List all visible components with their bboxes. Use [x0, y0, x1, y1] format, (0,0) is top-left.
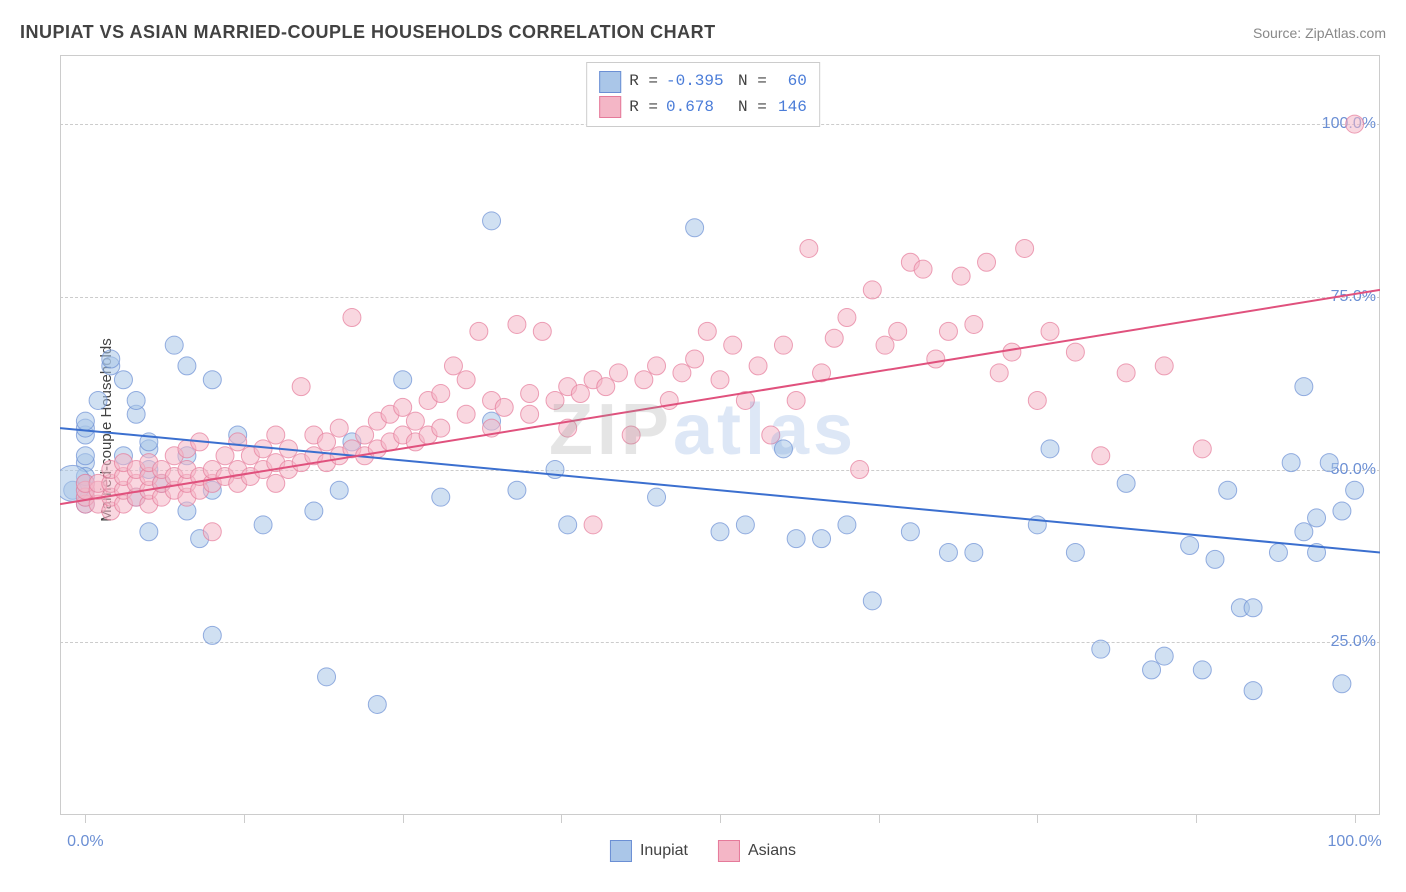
correlation-legend: R = -0.395 N = 60 R = 0.678 N = 146 [586, 62, 820, 127]
x-tick-mark [403, 815, 404, 823]
legend-n-value: 60 [775, 69, 807, 95]
legend-swatch [599, 96, 621, 118]
chart-plot-area [60, 55, 1380, 815]
legend-row: R = -0.395 N = 60 [599, 69, 807, 95]
x-tick-label: 100.0% [1327, 833, 1381, 851]
y-tick-label: 25.0% [1331, 633, 1376, 651]
legend-item: Asians [718, 840, 796, 862]
x-tick-mark [1037, 815, 1038, 823]
header: INUPIAT VS ASIAN MARRIED-COUPLE HOUSEHOL… [20, 22, 1386, 43]
legend-r-label: R = [629, 69, 658, 95]
legend-item: Inupiat [610, 840, 688, 862]
chart-title: INUPIAT VS ASIAN MARRIED-COUPLE HOUSEHOL… [20, 22, 716, 43]
x-tick-label: 0.0% [67, 833, 103, 851]
series-legend: Inupiat Asians [610, 840, 796, 862]
legend-n-label: N = [738, 95, 767, 121]
legend-series-label: Asians [748, 842, 796, 860]
x-tick-mark [561, 815, 562, 823]
chart-container: INUPIAT VS ASIAN MARRIED-COUPLE HOUSEHOL… [0, 0, 1406, 892]
legend-r-value: 0.678 [666, 95, 730, 121]
y-tick-label: 75.0% [1331, 288, 1376, 306]
legend-r-value: -0.395 [666, 69, 730, 95]
legend-swatch [610, 840, 632, 862]
legend-series-label: Inupiat [640, 842, 688, 860]
legend-n-value: 146 [775, 95, 807, 121]
legend-n-label: N = [738, 69, 767, 95]
x-tick-mark [879, 815, 880, 823]
y-tick-label: 50.0% [1331, 461, 1376, 479]
source-label: Source: ZipAtlas.com [1253, 25, 1386, 41]
gridline-h [60, 297, 1380, 298]
x-tick-mark [244, 815, 245, 823]
legend-row: R = 0.678 N = 146 [599, 95, 807, 121]
legend-swatch [599, 71, 621, 93]
y-tick-label: 100.0% [1322, 115, 1376, 133]
legend-swatch [718, 840, 740, 862]
x-tick-mark [85, 815, 86, 823]
gridline-h [60, 642, 1380, 643]
x-tick-mark [1196, 815, 1197, 823]
x-tick-mark [720, 815, 721, 823]
gridline-h [60, 470, 1380, 471]
x-tick-mark [1355, 815, 1356, 823]
legend-r-label: R = [629, 95, 658, 121]
